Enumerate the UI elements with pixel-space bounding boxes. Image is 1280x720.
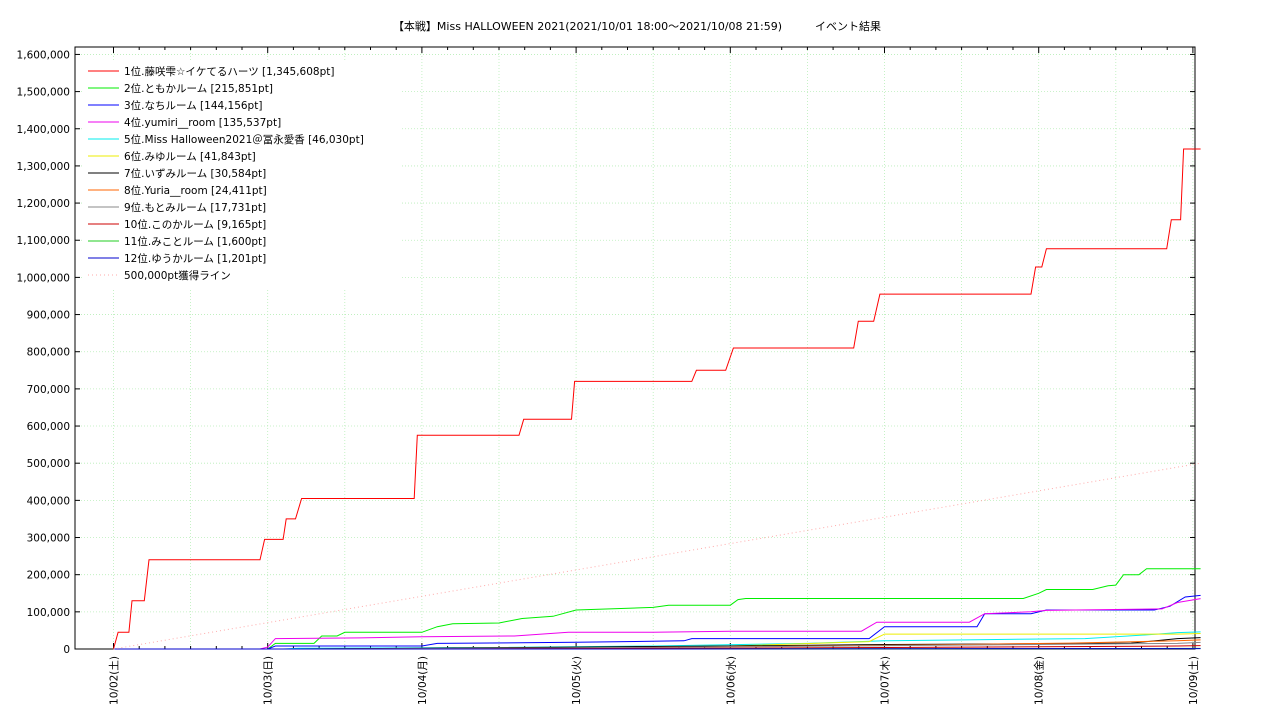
y-tick-label: 1,600,000 bbox=[17, 49, 70, 61]
legend-label: 9位.もとみルーム [17,731pt] bbox=[124, 201, 266, 214]
legend-label: 5位.Miss Halloween2021＠冨永愛香 [46,030pt] bbox=[124, 133, 364, 146]
chart-title: 【本戦】Miss HALLOWEEN 2021(2021/10/01 18:00… bbox=[393, 19, 881, 33]
y-tick-label: 600,000 bbox=[27, 421, 70, 433]
legend-label: 500,000pt獲得ライン bbox=[124, 269, 231, 282]
series-line-2 bbox=[113, 568, 1201, 650]
y-tick-label: 900,000 bbox=[27, 310, 70, 322]
y-tick-label: 1,400,000 bbox=[17, 124, 70, 136]
y-tick-label: 500,000 bbox=[27, 458, 70, 470]
series-lines bbox=[113, 148, 1201, 650]
y-tick-label: 700,000 bbox=[27, 384, 70, 396]
y-tick-label: 1,000,000 bbox=[17, 272, 70, 284]
y-tick-label: 1,100,000 bbox=[17, 235, 70, 247]
x-tick-label: 10/09(土) bbox=[1187, 656, 1200, 705]
legend-label: 10位.このかルーム [9,165pt] bbox=[124, 218, 266, 231]
legend-label: 1位.藤咲雫☆イケてるハーツ [1,345,608pt] bbox=[124, 65, 334, 78]
y-tick-label: 1,300,000 bbox=[17, 161, 70, 173]
x-tick-label: 10/08(金) bbox=[1033, 656, 1046, 705]
series-line-4 bbox=[113, 598, 1201, 650]
series-line-3 bbox=[113, 594, 1201, 650]
x-tick-label: 10/07(木) bbox=[880, 656, 892, 705]
y-tick-label: 100,000 bbox=[27, 607, 70, 619]
legend-label: 7位.いずみルーム [30,584pt] bbox=[124, 167, 266, 180]
legend-label: 6位.みゆルーム [41,843pt] bbox=[124, 150, 256, 163]
legend-label: 2位.ともかルーム [215,851pt] bbox=[124, 82, 273, 95]
legend-label: 4位.yumiri__room [135,537pt] bbox=[124, 116, 281, 129]
series-line-13 bbox=[113, 462, 1201, 650]
legend: 1位.藤咲雫☆イケてるハーツ [1,345,608pt] 2位.ともかルーム [2… bbox=[82, 60, 402, 288]
y-tick-label: 0 bbox=[63, 644, 70, 656]
legend-label: 3位.なちルーム [144,156pt] bbox=[124, 99, 262, 112]
y-tick-label: 200,000 bbox=[27, 570, 70, 582]
y-tick-label: 800,000 bbox=[27, 347, 70, 359]
legend-label: 12位.ゆうかルーム [1,201pt] bbox=[124, 252, 266, 265]
x-tick-label: 10/06(水) bbox=[725, 656, 737, 705]
series-line-1 bbox=[113, 148, 1201, 650]
y-tick-label: 1,200,000 bbox=[17, 198, 70, 210]
x-tick-label: 10/05(火) bbox=[571, 656, 583, 705]
x-tick-label: 10/03(日) bbox=[263, 656, 275, 705]
x-tick-label: 10/04(月) bbox=[417, 656, 429, 705]
y-tick-label: 1,500,000 bbox=[17, 87, 70, 99]
x-tick-label: 10/02(土) bbox=[108, 656, 121, 705]
legend-label: 11位.みことルーム [1,600pt] bbox=[124, 235, 266, 248]
y-tick-label: 300,000 bbox=[27, 533, 70, 545]
legend-background bbox=[82, 60, 402, 288]
legend-label: 8位.Yuria__room [24,411pt] bbox=[124, 184, 267, 197]
y-tick-label: 400,000 bbox=[27, 495, 70, 507]
